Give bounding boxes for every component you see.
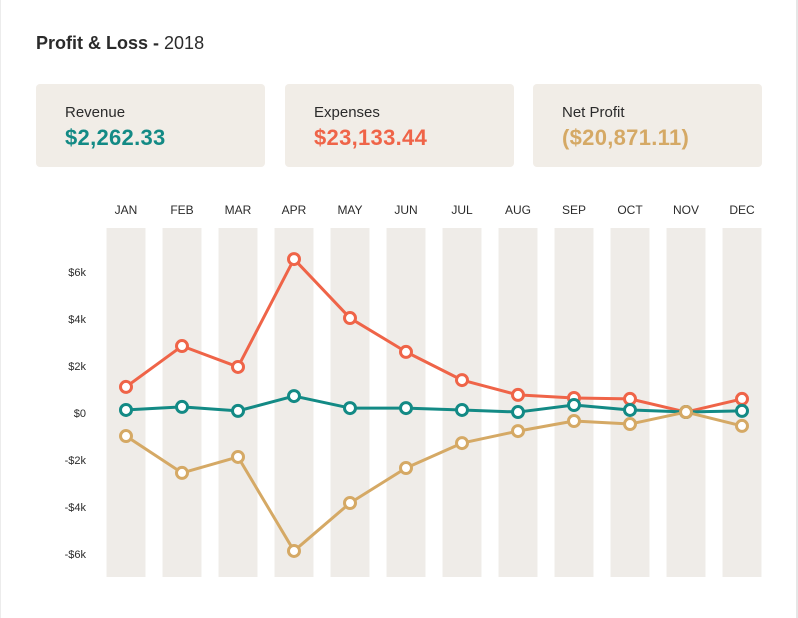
y-tick-label: $4k (68, 314, 86, 326)
net-profit-point-feb[interactable] (175, 465, 189, 480)
expenses-point-may[interactable] (343, 311, 357, 326)
revenue-value: $2,262.33 (65, 125, 166, 150)
month-label-dec: DEC (729, 203, 755, 217)
column-band-jan (106, 228, 146, 577)
title-text: Profit & Loss - (36, 33, 160, 53)
net-profit-point-apr[interactable] (287, 543, 301, 558)
expenses-value: $23,133.44 (314, 125, 428, 150)
y-tick-label: $6k (68, 267, 86, 279)
expenses-point-oct[interactable] (623, 391, 637, 406)
month-label-may: MAY (337, 203, 362, 217)
net-profit-label: Net Profit (562, 104, 625, 121)
net-profit-point-oct[interactable] (623, 417, 637, 432)
net-profit-point-may[interactable] (343, 496, 357, 511)
net-profit-point-sep[interactable] (567, 413, 581, 428)
net-profit-value: ($20,871.11) (562, 125, 690, 150)
series-lines (125, 257, 743, 553)
net-profit-point-jan[interactable] (119, 429, 133, 444)
month-label-apr: APR (282, 203, 307, 217)
revenue-point-feb[interactable] (175, 399, 189, 414)
revenue-point-jul[interactable] (455, 402, 469, 417)
card-left-border (0, 0, 1, 618)
column-band-jul (442, 228, 482, 577)
month-labels: JAN FEB MAR APR MAY JUN JUL AUG SEP OCT NOV DEC (115, 203, 755, 217)
revenue-point-dec[interactable] (735, 403, 749, 418)
revenue-point-jun[interactable] (399, 401, 413, 416)
net-profit-point-jun[interactable] (399, 460, 413, 475)
net-profit-line (125, 410, 743, 553)
revenue-point-jan[interactable] (119, 402, 133, 417)
month-label-aug: AUG (505, 203, 531, 217)
y-axis-labels: $6k $4k $2k $0 -$2k -$4k -$6k (65, 267, 87, 561)
expenses-point-dec[interactable] (735, 391, 749, 406)
revenue-label: Revenue (65, 104, 126, 121)
net-profit-point-jul[interactable] (455, 436, 469, 451)
month-label-sep: SEP (562, 203, 586, 217)
net-profit-point-aug[interactable] (511, 424, 525, 439)
revenue-point-oct[interactable] (623, 402, 637, 417)
page-title: Profit & Loss - 2018 (36, 33, 204, 54)
revenue-point-apr[interactable] (287, 389, 301, 404)
month-label-jul: JUL (451, 203, 473, 217)
net-profit-point-dec[interactable] (735, 418, 749, 433)
y-tick-label: $2k (68, 361, 86, 373)
column-band-mar (218, 228, 258, 577)
series-points (119, 252, 749, 558)
column-band-nov (666, 228, 706, 577)
expenses-card: Expenses $23,133.44 (285, 84, 514, 167)
column-bands (106, 228, 762, 577)
month-label-jun: JUN (394, 203, 417, 217)
expenses-line (125, 257, 743, 414)
month-label-nov: NOV (673, 203, 699, 217)
month-label-feb: FEB (170, 203, 193, 217)
expenses-point-apr[interactable] (287, 252, 301, 267)
y-tick-label: $0 (74, 408, 86, 420)
expenses-point-jan[interactable] (119, 379, 133, 394)
column-band-aug (498, 228, 538, 577)
revenue-line (125, 394, 743, 414)
net-profit-point-mar[interactable] (231, 449, 245, 464)
expenses-point-jul[interactable] (455, 373, 469, 388)
expenses-label: Expenses (314, 104, 380, 121)
revenue-card: Revenue $2,262.33 (36, 84, 265, 167)
month-label-jan: JAN (115, 203, 138, 217)
expenses-point-mar[interactable] (231, 359, 245, 374)
y-tick-label: -$4k (65, 502, 87, 514)
title-year: 2018 (164, 33, 205, 53)
month-label-oct: OCT (617, 203, 643, 217)
y-tick-label: -$6k (65, 549, 87, 561)
scrollbar-track[interactable] (796, 0, 798, 618)
revenue-point-sep[interactable] (567, 398, 581, 413)
month-label-mar: MAR (225, 203, 252, 217)
revenue-point-mar[interactable] (231, 403, 245, 418)
y-tick-label: -$2k (65, 455, 87, 467)
revenue-point-aug[interactable] (511, 405, 525, 420)
net-profit-card: Net Profit ($20,871.11) (533, 84, 762, 167)
expenses-point-aug[interactable] (511, 387, 525, 402)
expenses-point-jun[interactable] (399, 344, 413, 359)
profit-loss-line-chart: JAN FEB MAR APR MAY JUN JUL AUG SEP OCT NOV DEC $6k… (65, 203, 762, 577)
net-profit-point-nov[interactable] (679, 405, 693, 420)
expenses-point-feb[interactable] (175, 339, 189, 354)
revenue-point-may[interactable] (343, 401, 357, 416)
